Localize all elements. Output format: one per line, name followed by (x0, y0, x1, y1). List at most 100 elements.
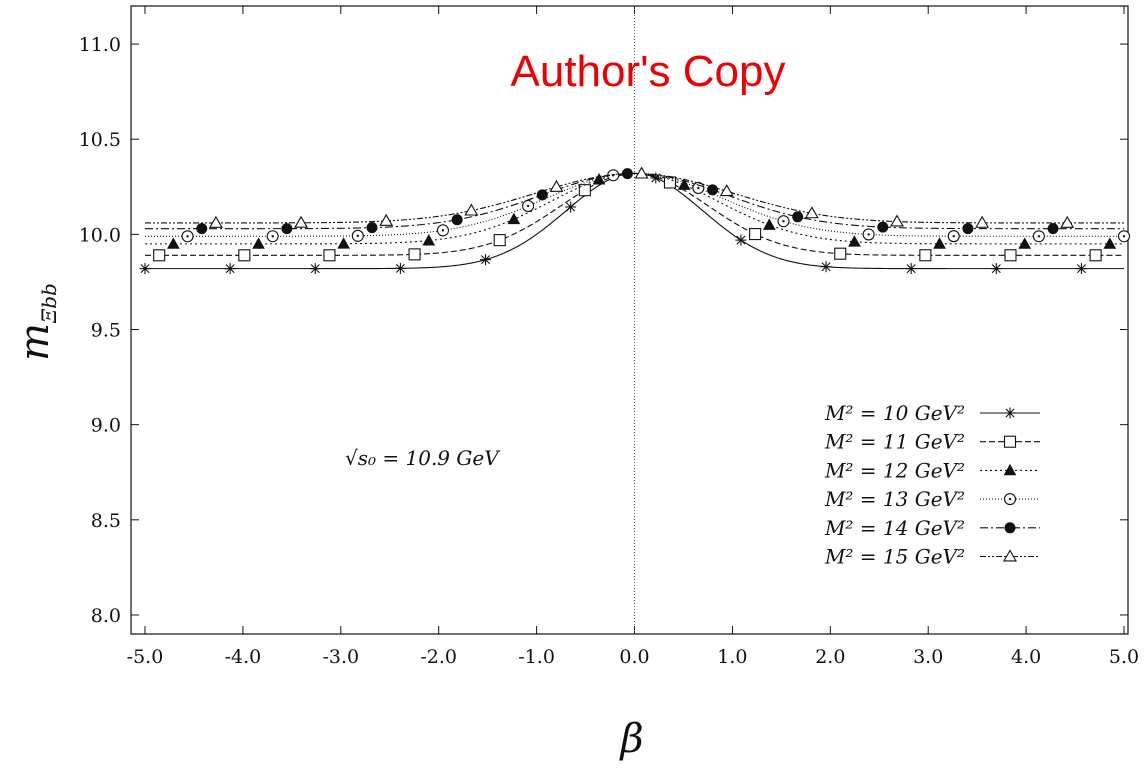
series-3 (145, 172, 1124, 249)
data-point (266, 230, 279, 243)
data-point (153, 249, 166, 262)
data-point (167, 237, 180, 249)
series-5 (145, 168, 1124, 235)
data-point (565, 201, 577, 213)
data-point (592, 173, 606, 185)
x-tick-labels: -5.0 -4.0 -3.0 -2.0 -1.0 0.0 1.0 2.0 3.0 4.0 5.0 (127, 646, 1139, 668)
data-point (436, 224, 450, 237)
legend-label: M² = 11 GeV² (824, 430, 965, 454)
data-point (408, 248, 421, 261)
data-point (309, 263, 321, 275)
data-point (1003, 493, 1017, 506)
y-tick-label: 9.0 (91, 415, 121, 437)
data-point (707, 184, 719, 196)
legend-item: M² = 14 GeV² (824, 516, 1040, 540)
data-point (804, 206, 819, 219)
series-line (145, 172, 1124, 224)
data-point (990, 263, 1002, 275)
data-point (1004, 407, 1016, 419)
data-point (792, 211, 804, 223)
data-point (181, 230, 194, 243)
legend-label: M² = 13 GeV² (824, 487, 965, 511)
data-point (480, 254, 492, 266)
data-point (1103, 237, 1117, 249)
data-point (549, 179, 564, 192)
legend-item: M² = 10 GeV² (824, 401, 1040, 425)
data-point (1032, 230, 1045, 243)
data-point (962, 223, 974, 235)
data-point (493, 234, 506, 247)
y-tick-label: 11.0 (79, 34, 121, 56)
data-point (1060, 215, 1075, 228)
data-point (337, 237, 350, 249)
data-point (224, 263, 236, 275)
data-point (464, 203, 479, 216)
x-tick-label: -2.0 (420, 646, 457, 668)
data-point (777, 215, 790, 228)
y-tick-labels: 8.0 8.5 9.0 9.5 10.0 10.5 11.0 (79, 34, 121, 627)
data-point (634, 166, 649, 179)
data-point (719, 184, 734, 197)
data-point (422, 234, 436, 246)
data-point (394, 262, 406, 274)
data-point (862, 228, 875, 241)
data-point (890, 214, 904, 227)
x-tick-label: 5.0 (1109, 646, 1139, 668)
data-point (1003, 549, 1017, 562)
series-line (145, 172, 1124, 230)
data-point (238, 249, 251, 262)
data-point (1018, 237, 1032, 249)
watermark-text: Author's Copy (511, 47, 786, 96)
y-axis-label-sub: Ξbb (37, 283, 61, 324)
data-point (1047, 223, 1059, 235)
data-point (749, 228, 762, 241)
y-axis-label: mΞbb (12, 283, 61, 361)
legend: M² = 10 GeV² M² = 11 GeV² M² = 12 GeV² M² =… (824, 401, 1040, 569)
data-point (848, 235, 861, 247)
x-tick-label: 3.0 (913, 646, 943, 668)
threshold-annotation: √s₀ = 10.9 GeV (345, 446, 501, 470)
series-group (139, 166, 1131, 275)
data-point (677, 178, 691, 190)
x-tick-label: -4.0 (225, 646, 262, 668)
x-tick-label: 0.0 (619, 646, 649, 668)
data-point (366, 222, 378, 234)
x-tick-label: -1.0 (518, 646, 555, 668)
legend-label: M² = 15 GeV² (824, 545, 965, 569)
data-point (947, 230, 960, 243)
legend-item: M² = 15 GeV² (824, 545, 1040, 569)
y-tick-label: 8.0 (91, 605, 121, 627)
data-point (208, 215, 223, 228)
x-tick-label: 2.0 (815, 646, 845, 668)
legend-item: M² = 11 GeV² (824, 430, 1040, 454)
data-point (294, 215, 309, 228)
data-point (1004, 249, 1017, 262)
series-4 (145, 169, 1131, 243)
y-tick-label: 9.5 (91, 320, 121, 342)
y-tick-label: 8.5 (91, 510, 121, 532)
data-point (975, 215, 990, 228)
data-point (663, 176, 677, 189)
data-point (762, 218, 776, 230)
legend-label: M² = 12 GeV² (824, 458, 965, 482)
data-point (281, 223, 293, 235)
data-point (1003, 435, 1017, 448)
data-point (905, 263, 917, 275)
data-point (1117, 230, 1131, 243)
plot-frame (130, 5, 1129, 635)
data-point (252, 237, 265, 249)
y-tick-label: 10.5 (79, 129, 121, 151)
x-axis-label: β (618, 716, 643, 762)
data-point (692, 181, 705, 195)
series-line (145, 172, 1124, 245)
data-point (507, 212, 521, 225)
data-point (1004, 522, 1016, 534)
data-point (933, 237, 946, 249)
y-tick-label: 10.0 (79, 224, 121, 246)
data-point (139, 263, 151, 275)
x-tick-label: 4.0 (1011, 646, 1041, 668)
data-point (735, 234, 747, 246)
data-point (351, 229, 364, 242)
data-point (196, 223, 208, 235)
